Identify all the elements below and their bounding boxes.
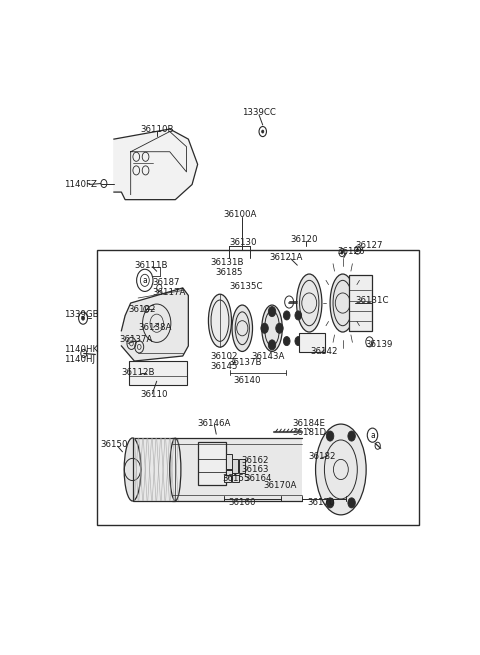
Text: 1140FZ: 1140FZ bbox=[64, 180, 96, 189]
Circle shape bbox=[268, 307, 276, 316]
Text: 36164: 36164 bbox=[245, 474, 272, 483]
Text: 36184E: 36184E bbox=[292, 419, 325, 428]
Text: 36137B: 36137B bbox=[229, 358, 263, 367]
Text: 36160: 36160 bbox=[228, 498, 256, 507]
Text: 36182: 36182 bbox=[309, 453, 336, 461]
Circle shape bbox=[326, 431, 334, 441]
Text: 36121A: 36121A bbox=[269, 253, 302, 261]
Text: 36162: 36162 bbox=[241, 456, 269, 465]
Bar bbox=[239, 459, 244, 473]
Circle shape bbox=[268, 340, 276, 350]
Text: 36138A: 36138A bbox=[139, 323, 172, 331]
Bar bbox=[226, 470, 232, 479]
Text: 36135C: 36135C bbox=[229, 282, 263, 291]
Text: 36100A: 36100A bbox=[224, 210, 257, 219]
Text: 36170A: 36170A bbox=[263, 481, 297, 489]
Text: 36130: 36130 bbox=[229, 238, 257, 246]
Circle shape bbox=[348, 498, 355, 508]
Bar bbox=[232, 459, 238, 473]
Text: 36110: 36110 bbox=[140, 390, 168, 400]
Circle shape bbox=[261, 323, 268, 333]
Text: a: a bbox=[143, 276, 147, 285]
Polygon shape bbox=[121, 288, 188, 361]
Text: 36131C: 36131C bbox=[355, 296, 388, 305]
Text: 36127: 36127 bbox=[355, 240, 383, 250]
Bar bbox=[198, 441, 226, 485]
Ellipse shape bbox=[232, 305, 252, 352]
Circle shape bbox=[295, 311, 301, 320]
Text: 1140HJ: 1140HJ bbox=[64, 354, 95, 364]
Bar bbox=[224, 474, 231, 482]
Bar bbox=[97, 250, 419, 525]
Bar bbox=[172, 438, 302, 500]
Bar bbox=[232, 474, 240, 482]
Bar bbox=[132, 438, 175, 500]
Bar bbox=[129, 361, 187, 385]
Text: 36185: 36185 bbox=[216, 269, 243, 277]
Ellipse shape bbox=[124, 438, 141, 501]
Circle shape bbox=[326, 498, 334, 508]
Text: 36143A: 36143A bbox=[252, 352, 285, 361]
Circle shape bbox=[276, 323, 283, 333]
Ellipse shape bbox=[315, 424, 366, 515]
Text: 36145: 36145 bbox=[211, 362, 238, 371]
Ellipse shape bbox=[208, 294, 231, 347]
Text: 1339CC: 1339CC bbox=[241, 108, 276, 117]
Circle shape bbox=[341, 251, 343, 254]
Ellipse shape bbox=[297, 274, 322, 332]
Text: 36126: 36126 bbox=[337, 247, 365, 256]
Text: 36137A: 36137A bbox=[120, 335, 153, 345]
Circle shape bbox=[295, 337, 301, 346]
Text: 36155: 36155 bbox=[222, 474, 250, 483]
Text: 36102: 36102 bbox=[211, 352, 238, 361]
Circle shape bbox=[283, 337, 290, 346]
Text: 36146A: 36146A bbox=[197, 419, 230, 428]
Bar bbox=[299, 333, 325, 352]
Text: 36140: 36140 bbox=[233, 376, 261, 384]
Circle shape bbox=[82, 316, 84, 320]
Text: 36139: 36139 bbox=[365, 341, 393, 349]
Ellipse shape bbox=[170, 438, 181, 500]
Text: 36102: 36102 bbox=[128, 305, 156, 314]
Polygon shape bbox=[114, 129, 198, 200]
Text: 36181D: 36181D bbox=[292, 428, 326, 437]
Circle shape bbox=[357, 248, 359, 252]
Circle shape bbox=[348, 431, 355, 441]
Text: 36117A: 36117A bbox=[152, 288, 186, 297]
Bar bbox=[226, 455, 232, 470]
Text: 36187: 36187 bbox=[152, 278, 180, 288]
Text: 36110B: 36110B bbox=[140, 124, 173, 134]
Text: 36150: 36150 bbox=[100, 440, 128, 449]
Ellipse shape bbox=[262, 305, 282, 352]
Text: 1339GB: 1339GB bbox=[64, 310, 98, 318]
Ellipse shape bbox=[330, 274, 355, 332]
Text: 36111B: 36111B bbox=[134, 261, 168, 270]
Circle shape bbox=[262, 130, 264, 133]
Bar bbox=[132, 438, 175, 500]
Text: 36170: 36170 bbox=[307, 498, 335, 507]
Text: 36112B: 36112B bbox=[121, 368, 155, 377]
Bar bbox=[348, 275, 372, 331]
Text: 36163: 36163 bbox=[241, 466, 269, 474]
Text: a: a bbox=[370, 431, 375, 440]
Text: 36142: 36142 bbox=[311, 347, 338, 356]
Circle shape bbox=[283, 311, 290, 320]
Text: 36120: 36120 bbox=[290, 235, 317, 244]
Text: 36131B: 36131B bbox=[210, 257, 244, 267]
Text: 1140HK: 1140HK bbox=[64, 345, 98, 354]
